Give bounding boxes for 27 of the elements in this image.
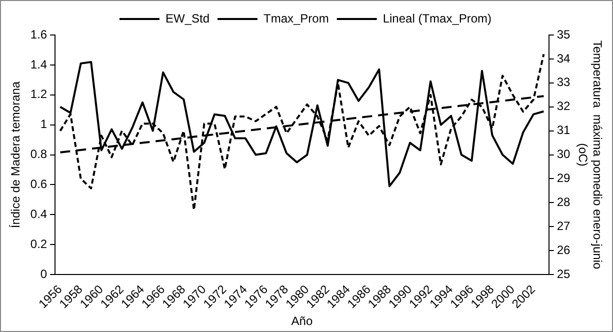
y-tick-label: 0.8 [30,147,48,162]
y2-tick-label: 32 [556,99,571,114]
y-tick-label: 0 [40,266,48,281]
y-tick-label: 1.4 [30,57,48,72]
y-tick-label: 0.4 [30,206,48,221]
y2-tick-label: 26 [556,242,571,257]
legend-label: Tmax_Prom [263,11,329,26]
y2-tick-label: 29 [556,171,571,186]
line-series [59,53,545,211]
y2-tick-label: 35 [556,27,571,42]
y2-tick-label: 27 [556,218,571,233]
y-axis-title: Índice de Madera temorana [8,81,23,228]
legend-label: Lineal (Tmax_Prom) [382,11,492,26]
y2-tick-label: 30 [556,147,571,162]
x-axis-title: Año [291,314,313,328]
legend-label: EW_Std [165,11,210,26]
y-tick-label: 1 [40,117,48,132]
y-tick-label: 1.2 [30,87,48,102]
y2-tick-label: 28 [556,194,571,209]
y-tick-label: 1.6 [30,27,48,42]
y2-tick-label: 25 [556,266,571,281]
y2-tick-label: 34 [556,51,571,66]
y-tick-label: 0.2 [30,236,48,251]
y2-tick-label: 33 [556,75,571,90]
y2-tick-label: 31 [556,123,571,138]
y2-axis-title: Temperatura máxima pomedio enero-junio (oC) [576,40,604,270]
y-tick-label: 0.6 [30,177,48,192]
